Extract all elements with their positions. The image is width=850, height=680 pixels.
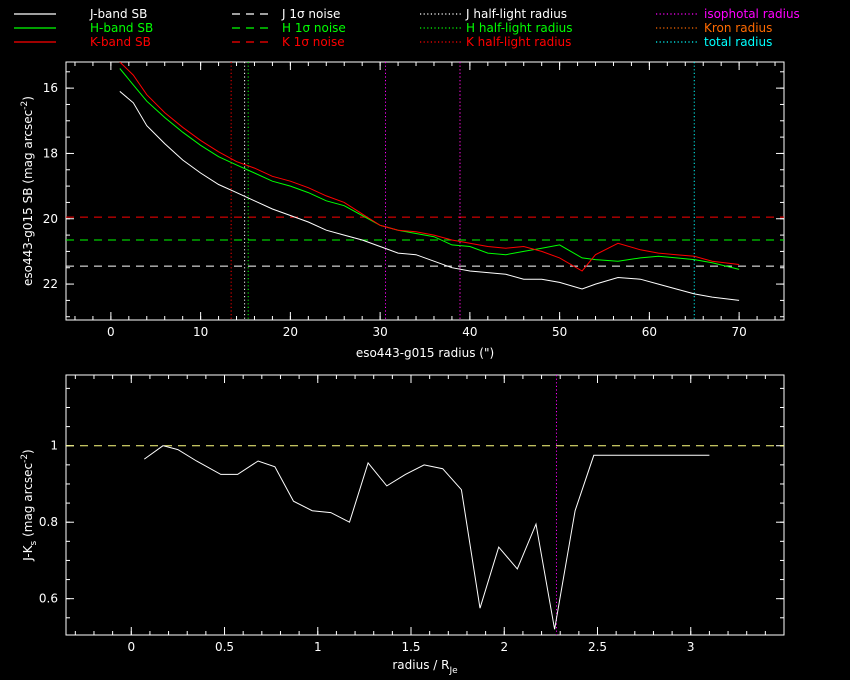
legend-label: K-band SB [90,35,151,49]
x-tick-label: 0.5 [215,640,234,654]
legend-label: isophotal radius [704,7,800,21]
y-tick-label: 1 [50,439,58,453]
x-tick-label: 1 [314,640,322,654]
x-tick-label: 0 [107,325,115,339]
plot-area [66,375,784,635]
x-tick-label: 40 [462,325,477,339]
x-tick-label: 70 [731,325,746,339]
color-profile-panel: 0 0.5 1 1.5 2 2.5 3 0.6 0.8 1 radius / RJe J-Ks (ma… [20,374,785,676]
x-tick-label: 1.5 [401,640,420,654]
x-axis-label: radius / RJe [392,658,458,676]
legend-label: H half-light radius [466,21,573,35]
x-tick-label: 2.5 [588,640,607,654]
series-line [119,62,740,272]
y-tick-label: 18 [43,146,58,160]
x-tick-label: 60 [642,325,657,339]
x-tick-label: 20 [283,325,298,339]
x-tick-label: 0 [127,640,135,654]
x-tick-label: 30 [372,325,387,339]
plot-frame [65,374,785,636]
x-tick-label: 10 [193,325,208,339]
legend-label: K 1σ noise [282,35,345,49]
series-line [144,445,710,630]
legend-label: H 1σ noise [282,21,346,35]
plot-frame [65,61,785,321]
legend-label: J-band SB [89,7,147,21]
surface-brightness-panel: 0 10 20 30 40 50 60 70 16 18 20 22 eso443-g015 radiu… [20,61,785,360]
legend-label: H-band SB [90,21,153,35]
x-tick-label: 2 [500,640,508,654]
y-tick-label: 22 [43,277,58,291]
legend-label: total radius [704,35,772,49]
plot-area [66,62,784,320]
y-tick-label: 0.8 [39,515,58,529]
x-axis-label: eso443-g015 radius (") [356,346,494,360]
y-tick-label: 16 [43,81,58,95]
x-tick-label: 50 [552,325,567,339]
legend-label: J 1σ noise [281,7,340,21]
legend-label: J half-light radius [465,7,567,21]
x-tick-label: 3 [687,640,695,654]
legend-label: Kron radius [704,21,772,35]
y-tick-label: 0.6 [39,592,58,606]
y-axis-label: J-Ks (mag arcsec-2) [20,449,39,562]
y-tick-label: 20 [43,212,58,226]
legend-label: K half-light radius [466,35,571,49]
series-line [119,91,740,301]
series-line [119,68,740,270]
y-axis-label: eso443-g015 SB (mag arcsec-2) [20,96,35,286]
